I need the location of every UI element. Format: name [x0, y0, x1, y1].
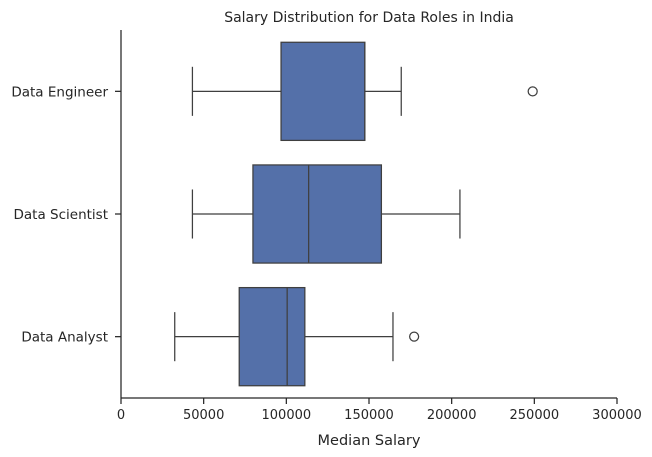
plot-layer: 0 50000 100000 150000 200000 250000 300000 Data… — [11, 30, 642, 423]
y-tick-label: Data Scientist — [14, 207, 109, 223]
box-iqr — [252, 164, 383, 264]
y-tick-label: Data Engineer — [11, 84, 108, 100]
outlier-point — [527, 86, 538, 97]
outlier-point — [409, 331, 420, 342]
x-tick-label: 50000 — [183, 408, 224, 423]
x-axis-label: Median Salary — [318, 433, 421, 449]
x-tick-label: 150000 — [344, 408, 394, 423]
y-tick-label: Data Analyst — [21, 330, 108, 346]
x-tick-label: 200000 — [427, 408, 477, 423]
x-tick-label: 0 — [117, 408, 125, 423]
chart-title: Salary Distribution for Data Roles in In… — [224, 10, 514, 26]
x-tick-label: 250000 — [510, 408, 560, 423]
box-iqr — [238, 286, 306, 387]
box-iqr — [280, 41, 366, 142]
x-tick-label: 300000 — [592, 408, 642, 423]
x-tick-label: 100000 — [262, 408, 312, 423]
